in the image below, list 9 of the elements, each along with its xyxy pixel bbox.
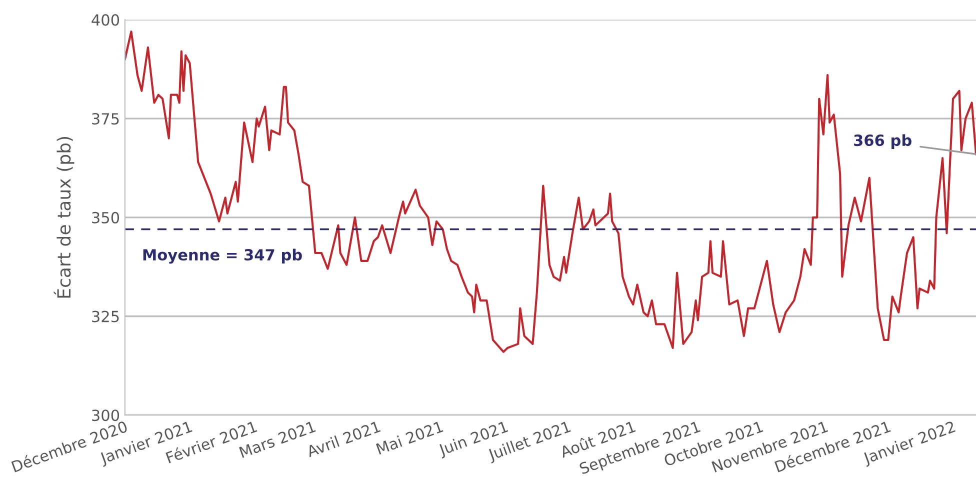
y-tick-label: 300 — [92, 410, 120, 422]
ref-line-label: Moyenne = 347 pb — [143, 248, 302, 264]
y-tick-label: 375 — [92, 113, 119, 125]
y-axis-title: Écart de taux (pb) — [54, 136, 74, 298]
y-tick-label: 350 — [92, 212, 120, 224]
y-tick-label: 400 — [92, 14, 120, 26]
line-series — [124, 30, 976, 353]
annotation: 366 pb — [854, 134, 912, 150]
y-tick-label: 325 — [92, 310, 119, 322]
